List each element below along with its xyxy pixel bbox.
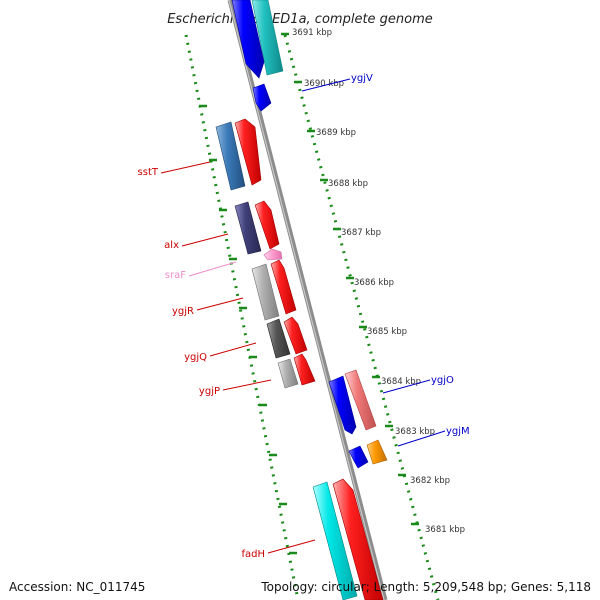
gene-ygjP-block [293, 353, 316, 386]
gene-sraF-block [263, 248, 283, 261]
genome-meta-label: Topology: circular; Length: 5,209,548 bp… [261, 580, 591, 594]
gene-label-ygjO: ygjO [431, 375, 454, 386]
gene-block [252, 83, 272, 112]
gene-ygjR-block [270, 259, 297, 315]
gene-alx-block [254, 200, 280, 250]
gene-block [266, 318, 291, 359]
gene-block [234, 201, 262, 255]
tick-label: 3690 kbp [304, 79, 344, 89]
gene-label-ygjR: ygjR [172, 306, 194, 317]
tick-label: 3686 kbp [354, 278, 394, 288]
gene-ygjO-block [328, 375, 357, 435]
gene-block [312, 481, 358, 600]
tick-label: 3681 kbp [425, 525, 465, 535]
gene-label-ygjM: ygjM [446, 426, 470, 437]
gene-block [231, 0, 265, 79]
ring-right [283, 34, 440, 600]
tick-label: 3688 kbp [328, 179, 368, 189]
tick-label: 3689 kbp [316, 128, 356, 138]
tick-label: 3683 kbp [395, 427, 435, 437]
gene-label-ygjV: ygjV [351, 73, 373, 84]
gene-labels: sstT alx sraF ygjR ygjQ ygjP fadH ygjV y… [138, 73, 470, 560]
ring-left [184, 34, 300, 600]
tick-label: 3684 kbp [381, 377, 421, 387]
gene-label-fadH: fadH [241, 549, 265, 560]
gene-ygjO-block [344, 369, 377, 431]
tick-label: 3687 kbp [341, 228, 381, 238]
left-ring-ticks [199, 104, 297, 555]
gene-label-ygjQ: ygjQ [184, 352, 207, 363]
scale: 3691 kbp 3690 kbp 3689 kbp 3688 kbp 3687… [281, 28, 465, 535]
gene-block [215, 121, 246, 191]
gene-block [251, 263, 280, 321]
gene-ygjM-block [348, 445, 369, 469]
accession-label: Accession: NC_011745 [9, 580, 146, 594]
reverse-strand-genes [215, 121, 358, 600]
gene-block [277, 358, 299, 389]
forward-strand-genes [231, 0, 388, 600]
gene-ygjM-block [366, 439, 388, 465]
tick-label: 3691 kbp [292, 28, 332, 38]
gene-sstT-block [234, 118, 262, 186]
tick-label: 3685 kbp [367, 327, 407, 337]
tick-label: 3682 kbp [410, 476, 450, 486]
gene-label-sstT: sstT [138, 167, 159, 178]
map-title: Escherichia coli ED1a, complete genome [167, 12, 433, 27]
gene-label-sraF: sraF [165, 270, 186, 281]
gene-block [251, 0, 284, 76]
gene-label-alx: alx [164, 240, 179, 251]
gene-label-ygjP: ygjP [199, 386, 220, 397]
gene-ygjQ-block [283, 316, 308, 355]
gene-fadH-block [332, 478, 384, 600]
